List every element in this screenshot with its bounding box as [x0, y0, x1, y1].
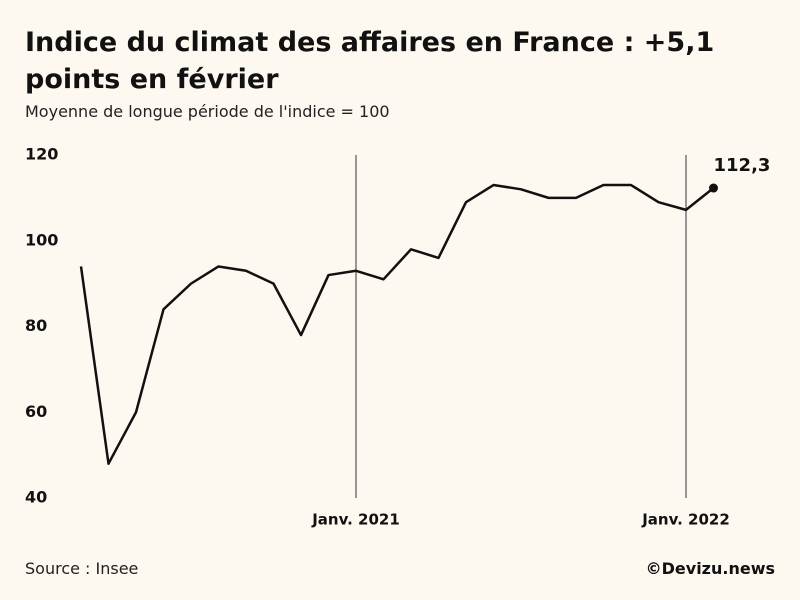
y-tick-label: 100	[25, 230, 58, 249]
point	[709, 183, 718, 193]
line	[79, 183, 715, 465]
x-tick-label: Janv. 2022	[641, 511, 730, 529]
y-tick-label: 80	[25, 316, 47, 335]
source: Source : Insee	[25, 559, 139, 578]
chart-title: Indice du climat des affaires en France …	[25, 27, 715, 95]
y-tick-label: 120	[25, 145, 58, 164]
chart-subtitle: Moyenne de longue période de l'indice = …	[25, 102, 390, 121]
value-label: 112,3	[714, 155, 771, 176]
credit: ©Devizu.news	[645, 559, 775, 578]
x-tick-label: Janv. 2021	[311, 511, 400, 529]
y-tick-label: 60	[25, 402, 47, 421]
y-tick-label: 40	[25, 488, 47, 507]
